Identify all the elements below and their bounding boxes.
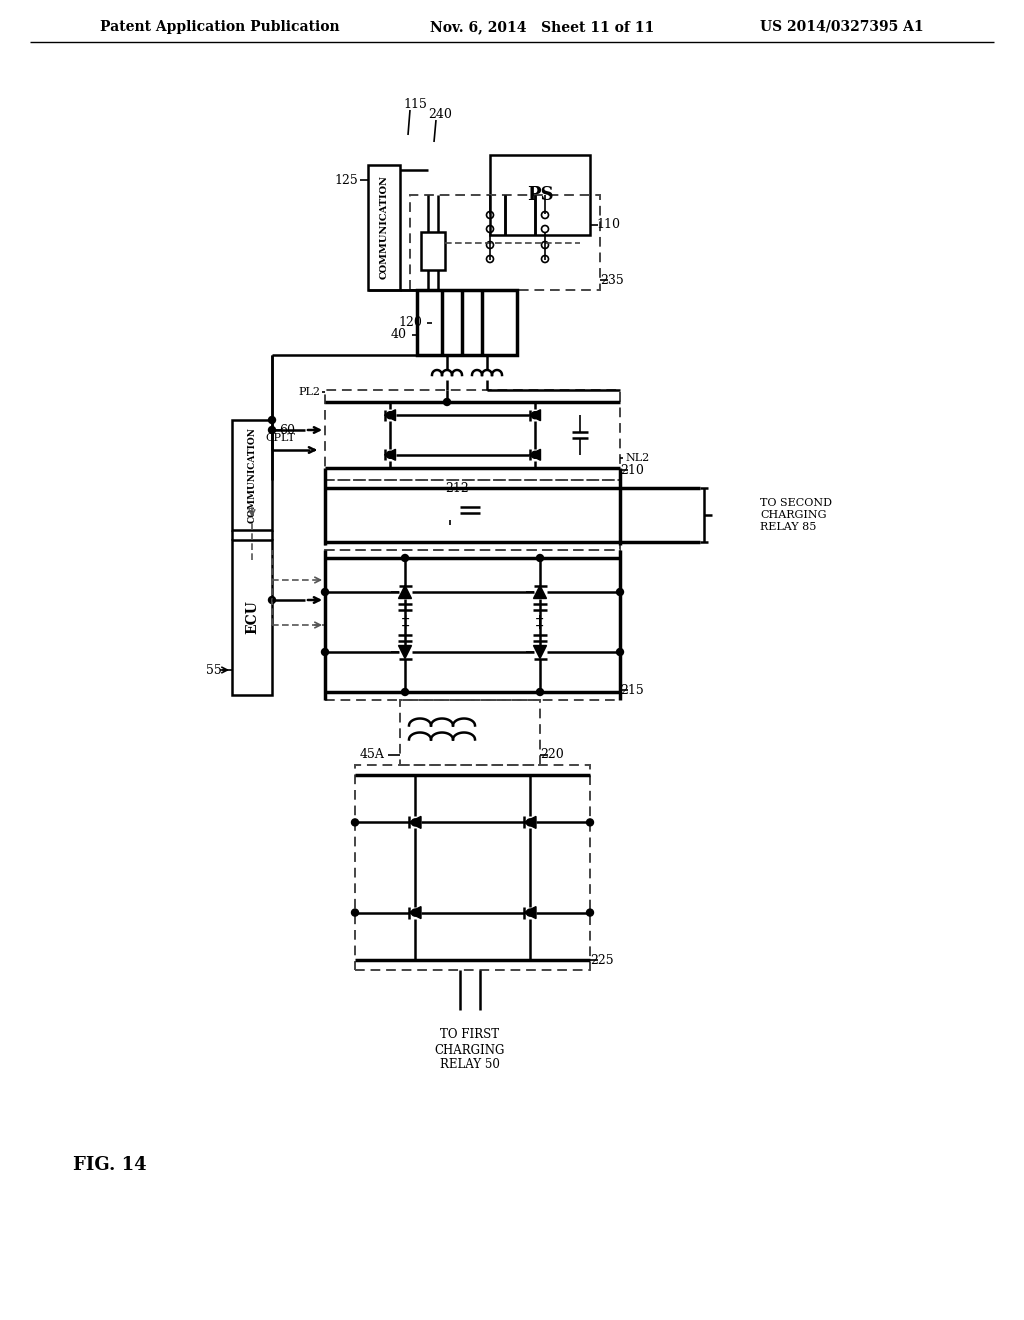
- Text: 220: 220: [540, 748, 564, 762]
- Text: 240: 240: [428, 108, 452, 121]
- Circle shape: [537, 554, 544, 561]
- Bar: [325, 550, 620, 700]
- Bar: [421, 232, 445, 271]
- Circle shape: [268, 417, 275, 424]
- Bar: [400, 700, 540, 766]
- Bar: [490, 154, 590, 235]
- Bar: [417, 290, 517, 355]
- Circle shape: [322, 648, 329, 656]
- Circle shape: [531, 412, 539, 418]
- Text: TO SECOND
CHARGING
RELAY 85: TO SECOND CHARGING RELAY 85: [760, 499, 831, 532]
- Circle shape: [526, 818, 534, 826]
- Text: 235: 235: [600, 273, 624, 286]
- Circle shape: [443, 399, 451, 405]
- Circle shape: [526, 909, 534, 916]
- Text: +: +: [536, 612, 545, 624]
- Bar: [325, 389, 620, 480]
- Text: 110: 110: [596, 219, 620, 231]
- Text: COMMUNICATION: COMMUNICATION: [248, 426, 256, 523]
- Circle shape: [616, 648, 624, 656]
- Circle shape: [587, 909, 594, 916]
- Circle shape: [587, 818, 594, 826]
- Polygon shape: [529, 449, 541, 461]
- Text: NL2: NL2: [625, 453, 649, 463]
- Text: CPLT: CPLT: [265, 433, 295, 444]
- Polygon shape: [524, 816, 536, 829]
- Circle shape: [322, 589, 329, 595]
- Bar: [368, 165, 400, 290]
- Text: TO FIRST
CHARGING
RELAY 50: TO FIRST CHARGING RELAY 50: [435, 1028, 505, 1072]
- Text: Nov. 6, 2014   Sheet 11 of 11: Nov. 6, 2014 Sheet 11 of 11: [430, 20, 654, 34]
- Bar: [410, 195, 600, 290]
- Circle shape: [401, 689, 409, 696]
- Text: 40: 40: [391, 329, 407, 342]
- Text: 125: 125: [334, 173, 358, 186]
- Polygon shape: [384, 409, 395, 421]
- Text: 115: 115: [403, 99, 427, 111]
- Text: 215: 215: [621, 684, 644, 697]
- Polygon shape: [398, 645, 412, 659]
- Circle shape: [401, 554, 409, 561]
- Circle shape: [386, 451, 393, 458]
- Circle shape: [268, 597, 275, 603]
- Polygon shape: [409, 816, 421, 829]
- Circle shape: [531, 451, 539, 458]
- Text: 45A: 45A: [360, 748, 385, 762]
- Circle shape: [537, 689, 544, 696]
- Text: PS: PS: [526, 186, 553, 205]
- Text: +: +: [536, 620, 545, 631]
- Circle shape: [386, 412, 393, 418]
- Circle shape: [412, 818, 419, 826]
- Circle shape: [616, 589, 624, 595]
- Text: +: +: [400, 612, 410, 624]
- Text: 212: 212: [445, 482, 469, 495]
- Bar: [355, 766, 590, 970]
- Polygon shape: [409, 907, 421, 919]
- Bar: [325, 480, 620, 550]
- Text: 55: 55: [206, 664, 222, 676]
- Polygon shape: [384, 449, 395, 461]
- Text: 120: 120: [398, 317, 422, 330]
- Circle shape: [268, 426, 275, 433]
- Text: 210: 210: [621, 463, 644, 477]
- Circle shape: [351, 909, 358, 916]
- Polygon shape: [398, 586, 412, 598]
- Text: +: +: [400, 620, 410, 631]
- Polygon shape: [534, 645, 547, 659]
- Text: PL2: PL2: [298, 387, 319, 397]
- Text: US 2014/0327395 A1: US 2014/0327395 A1: [760, 20, 924, 34]
- Text: 225: 225: [590, 953, 613, 966]
- Polygon shape: [529, 409, 541, 421]
- Text: ECU: ECU: [245, 601, 259, 635]
- Text: FIG. 14: FIG. 14: [73, 1156, 146, 1173]
- Bar: [232, 420, 272, 531]
- Text: COMMUNICATION: COMMUNICATION: [380, 176, 388, 280]
- Polygon shape: [524, 907, 536, 919]
- Bar: [232, 540, 272, 696]
- Text: Patent Application Publication: Patent Application Publication: [100, 20, 340, 34]
- Text: 60: 60: [279, 424, 295, 437]
- Circle shape: [412, 909, 419, 916]
- Circle shape: [351, 818, 358, 826]
- Polygon shape: [534, 586, 547, 598]
